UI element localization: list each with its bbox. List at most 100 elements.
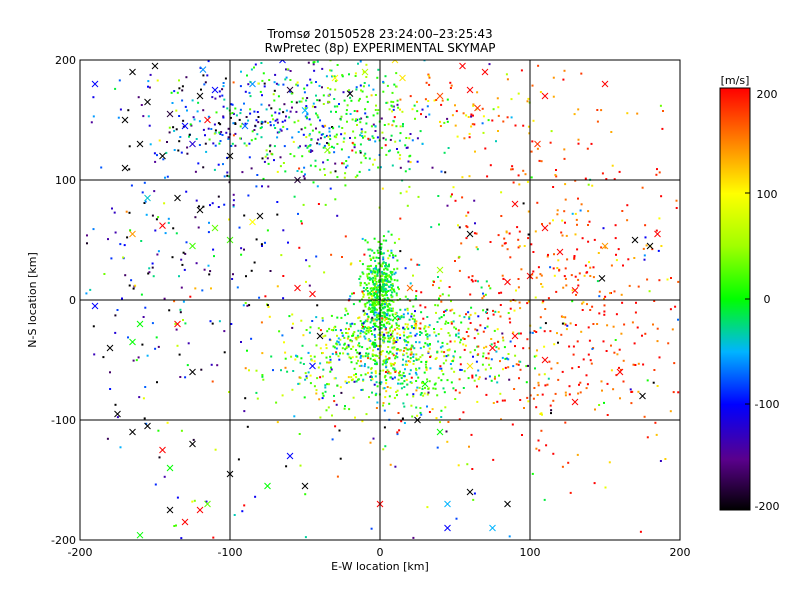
x-tick-label: 0	[377, 546, 384, 559]
data-point	[309, 326, 312, 329]
data-point	[614, 339, 617, 341]
data-point	[395, 352, 398, 355]
data-point	[228, 218, 230, 221]
data-point	[627, 258, 630, 261]
data-point	[157, 345, 160, 348]
data-point	[453, 340, 456, 343]
data-point	[269, 144, 272, 147]
data-point	[496, 97, 499, 100]
data-point	[530, 150, 533, 153]
data-point	[391, 271, 394, 274]
data-point	[339, 457, 342, 460]
data-point-cross	[511, 332, 519, 340]
data-point	[411, 108, 414, 111]
data-point	[383, 361, 386, 364]
data-point	[562, 78, 565, 81]
data-point	[345, 332, 348, 334]
data-point	[228, 391, 230, 393]
data-point	[532, 251, 535, 253]
data-point	[405, 146, 408, 149]
data-point	[367, 331, 370, 334]
data-point	[315, 344, 318, 347]
data-point	[207, 115, 210, 118]
data-point	[178, 353, 181, 356]
data-point	[635, 301, 637, 304]
data-point	[211, 202, 214, 205]
data-point	[232, 193, 235, 196]
data-point	[273, 89, 276, 92]
data-point	[370, 277, 373, 280]
data-point	[148, 271, 151, 274]
data-point	[364, 108, 367, 111]
x-tick-label: -200	[68, 546, 93, 559]
data-point	[592, 323, 595, 325]
data-point	[364, 373, 367, 376]
data-point	[454, 350, 456, 353]
data-point	[355, 380, 358, 383]
data-point	[276, 131, 279, 134]
data-point	[254, 124, 257, 127]
data-point	[402, 326, 405, 329]
data-point	[437, 333, 440, 336]
data-point	[410, 348, 412, 351]
data-point	[588, 220, 591, 223]
data-point	[510, 116, 513, 119]
data-point	[231, 278, 234, 280]
data-point	[222, 163, 224, 166]
data-point	[366, 116, 369, 119]
data-point	[289, 70, 292, 72]
data-point	[590, 362, 593, 365]
data-point	[369, 375, 372, 378]
colorbar-unit-label: [m/s]	[721, 74, 750, 87]
data-point	[134, 284, 137, 287]
data-point	[400, 387, 403, 390]
data-point	[577, 392, 580, 395]
data-point	[374, 285, 377, 288]
data-point	[362, 85, 365, 88]
data-point	[417, 376, 420, 379]
data-point	[378, 337, 381, 340]
data-point	[406, 307, 409, 310]
data-point	[369, 357, 372, 360]
data-point	[447, 421, 450, 423]
data-point-cross	[294, 284, 301, 292]
data-point	[389, 376, 392, 379]
data-point	[440, 367, 443, 370]
data-point	[362, 290, 365, 292]
data-point	[470, 306, 473, 309]
data-point	[473, 349, 476, 352]
data-point	[459, 368, 462, 371]
data-point	[314, 165, 317, 168]
data-point	[656, 340, 659, 343]
data-point	[331, 75, 333, 78]
data-point	[384, 272, 387, 275]
data-point	[281, 334, 284, 337]
data-point	[574, 179, 577, 182]
data-point	[410, 404, 413, 407]
data-point	[515, 363, 518, 366]
data-point	[356, 334, 359, 337]
data-point	[469, 293, 472, 296]
data-point	[303, 166, 306, 169]
data-point	[349, 113, 352, 115]
data-point	[383, 268, 385, 271]
data-point	[388, 302, 391, 305]
data-point	[333, 135, 336, 138]
data-point	[393, 290, 396, 293]
data-point	[346, 345, 349, 348]
data-point	[126, 236, 129, 239]
data-point-cross	[541, 92, 549, 100]
data-point	[457, 464, 460, 467]
data-point	[586, 271, 589, 274]
data-point	[255, 369, 258, 372]
data-point	[550, 409, 553, 412]
data-point	[534, 367, 536, 370]
data-point	[385, 321, 388, 324]
data-point	[613, 178, 616, 181]
data-point	[346, 312, 349, 315]
data-point	[471, 123, 474, 126]
data-point	[574, 324, 577, 326]
data-point	[495, 346, 498, 349]
data-point	[390, 278, 393, 281]
data-point	[344, 307, 347, 310]
